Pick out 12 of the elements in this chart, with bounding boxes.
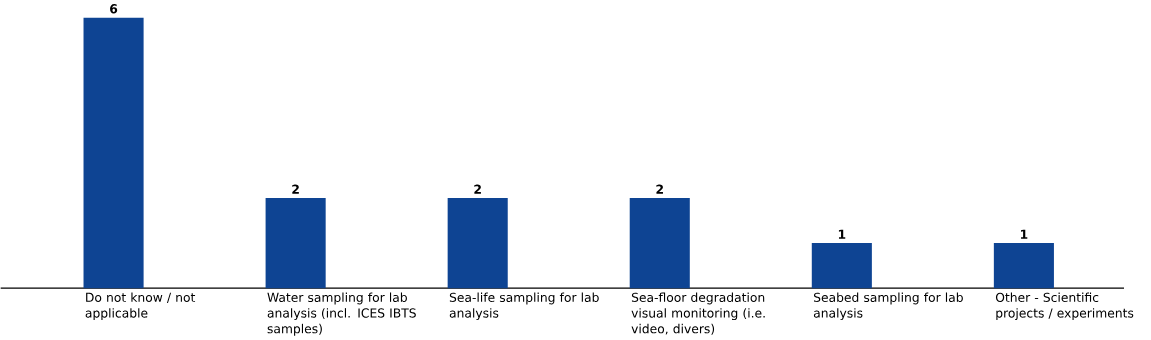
x-tick-label: Sea-floor degradation visual monitoring (i.e. video, divers) <box>631 292 765 335</box>
x-tick-label: Do not know / not applicable <box>85 292 196 321</box>
data-label: 2 <box>292 184 299 194</box>
x-tick-label: Other - Scientific projects / experiments <box>995 292 1134 321</box>
x-tick-label: Sea-life sampling for lab analysis <box>449 292 599 321</box>
x-tick-label: Water sampling for lab analysis (incl. ICES IBTS samples) <box>267 292 416 336</box>
data-label: 2 <box>474 184 481 194</box>
data-label: 1 <box>1021 229 1028 239</box>
data-label: 6 <box>110 4 118 14</box>
x-tick-label: Seabed sampling for lab analysis <box>813 292 963 321</box>
data-label: 1 <box>838 229 846 239</box>
data-label: 2 <box>656 184 663 194</box>
